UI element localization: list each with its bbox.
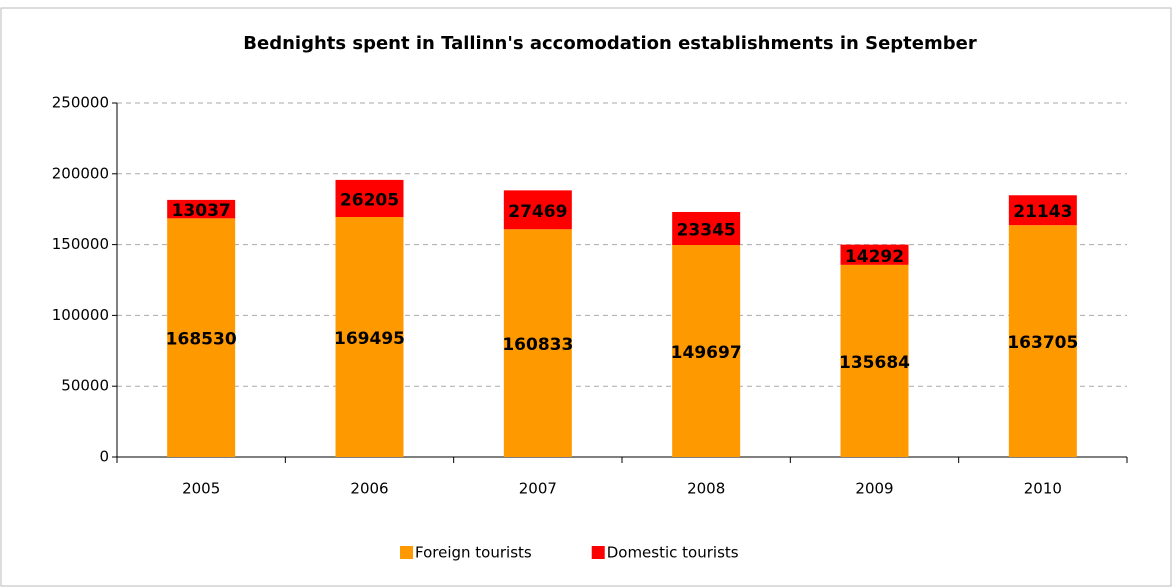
data-label: 27469 — [508, 202, 567, 222]
data-label: 135684 — [839, 353, 910, 373]
data-label: 21143 — [1013, 202, 1072, 222]
legend-swatch — [400, 546, 413, 559]
data-label: 14292 — [845, 247, 904, 267]
y-tick-label: 250000 — [52, 94, 109, 112]
chart-title: Bednights spent in Tallinn's accomodatio… — [243, 33, 977, 54]
x-tick-label: 2008 — [687, 480, 725, 498]
bar-segment — [1008, 225, 1077, 457]
bar-segment — [503, 229, 572, 457]
x-tick-label: 2010 — [1024, 480, 1062, 498]
bar-segment — [1008, 195, 1077, 226]
bar-segment — [335, 216, 404, 457]
bar-segment — [335, 179, 404, 217]
y-tick-label: 50000 — [61, 377, 109, 395]
bar-segment — [167, 218, 236, 457]
data-label: 160833 — [502, 335, 573, 355]
y-tick-label: 100000 — [52, 306, 109, 324]
bar-segment — [672, 211, 741, 246]
data-label: 26205 — [340, 190, 399, 210]
x-tick-label: 2009 — [855, 480, 893, 498]
x-tick-label: 2006 — [350, 480, 388, 498]
y-tick-label: 200000 — [52, 164, 109, 182]
data-label: 163705 — [1007, 333, 1078, 353]
bar-segment — [672, 245, 741, 457]
legend-label: Foreign tourists — [415, 544, 532, 562]
data-label: 23345 — [677, 221, 736, 241]
x-tick-label: 2005 — [182, 480, 220, 498]
bar-segment — [167, 199, 236, 219]
bar-segment — [840, 264, 909, 457]
data-label: 149697 — [671, 343, 742, 363]
data-label: 13037 — [172, 201, 231, 221]
legend-swatch — [591, 546, 605, 559]
data-label: 168530 — [166, 330, 237, 350]
y-tick-label: 0 — [99, 448, 109, 466]
x-tick-label: 2007 — [519, 480, 557, 498]
legend-label: Domestic tourists — [607, 544, 739, 562]
data-label: 169495 — [334, 329, 405, 349]
bar-segment — [840, 244, 909, 265]
y-tick-label: 150000 — [52, 235, 109, 253]
bar-segment — [503, 190, 572, 230]
